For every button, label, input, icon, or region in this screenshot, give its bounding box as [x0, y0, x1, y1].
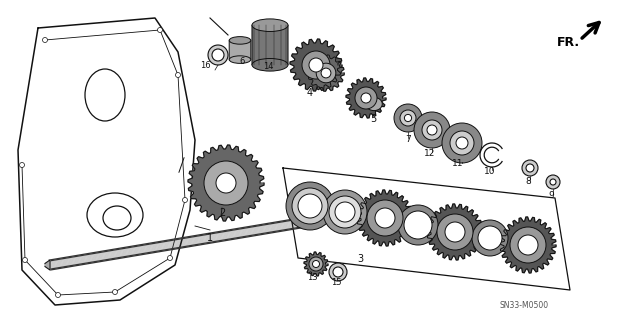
- Ellipse shape: [229, 56, 251, 63]
- Text: 8: 8: [525, 177, 531, 186]
- Circle shape: [113, 290, 118, 294]
- Text: SN33-M0500: SN33-M0500: [500, 301, 549, 310]
- Circle shape: [472, 220, 508, 256]
- Circle shape: [445, 222, 465, 242]
- Circle shape: [404, 115, 412, 122]
- Text: 3: 3: [357, 254, 363, 264]
- Polygon shape: [308, 55, 344, 91]
- Circle shape: [398, 205, 438, 245]
- Polygon shape: [427, 204, 483, 260]
- Polygon shape: [357, 190, 413, 246]
- Circle shape: [302, 51, 330, 79]
- Circle shape: [329, 263, 347, 281]
- Circle shape: [323, 190, 367, 234]
- Polygon shape: [304, 252, 328, 276]
- Circle shape: [321, 68, 331, 78]
- Text: 4: 4: [307, 88, 313, 98]
- Circle shape: [510, 227, 546, 263]
- Text: 5: 5: [370, 114, 376, 124]
- Text: 6: 6: [239, 57, 244, 66]
- Ellipse shape: [85, 69, 125, 121]
- Text: 2: 2: [219, 208, 225, 218]
- Circle shape: [286, 182, 334, 230]
- Circle shape: [456, 137, 467, 148]
- Circle shape: [518, 235, 538, 255]
- Circle shape: [427, 125, 437, 135]
- Circle shape: [22, 257, 28, 263]
- Circle shape: [355, 87, 377, 109]
- Text: 15: 15: [331, 278, 341, 287]
- Circle shape: [212, 49, 224, 61]
- Circle shape: [414, 112, 450, 148]
- Text: 1: 1: [207, 233, 213, 243]
- Circle shape: [157, 27, 163, 33]
- Circle shape: [56, 293, 61, 298]
- Ellipse shape: [229, 37, 251, 44]
- Text: 7: 7: [405, 135, 411, 144]
- Polygon shape: [45, 260, 50, 270]
- Ellipse shape: [365, 97, 382, 111]
- Circle shape: [208, 45, 228, 65]
- Circle shape: [478, 226, 502, 250]
- Text: 12: 12: [424, 149, 436, 158]
- Text: 9: 9: [548, 191, 554, 200]
- Circle shape: [422, 120, 442, 140]
- Text: 16: 16: [200, 61, 211, 70]
- Text: FR.: FR.: [557, 35, 580, 48]
- Circle shape: [546, 175, 560, 189]
- Circle shape: [437, 214, 473, 250]
- Circle shape: [204, 161, 248, 205]
- Circle shape: [329, 196, 361, 228]
- Circle shape: [394, 104, 422, 132]
- Circle shape: [428, 125, 436, 135]
- Text: 11: 11: [452, 159, 464, 168]
- Text: 13: 13: [307, 273, 317, 282]
- Circle shape: [367, 200, 403, 236]
- Ellipse shape: [252, 58, 288, 71]
- Ellipse shape: [252, 19, 288, 32]
- Circle shape: [335, 202, 355, 222]
- Circle shape: [450, 131, 474, 155]
- Circle shape: [400, 110, 416, 126]
- Text: 14: 14: [263, 62, 273, 71]
- Circle shape: [375, 208, 395, 228]
- Circle shape: [175, 72, 180, 78]
- Circle shape: [42, 38, 47, 42]
- Circle shape: [312, 261, 319, 268]
- Circle shape: [361, 93, 371, 103]
- Circle shape: [526, 164, 534, 172]
- Circle shape: [316, 63, 336, 83]
- FancyBboxPatch shape: [229, 41, 251, 60]
- Polygon shape: [500, 217, 556, 273]
- Circle shape: [168, 256, 173, 261]
- Circle shape: [182, 197, 188, 203]
- Circle shape: [456, 137, 468, 149]
- Circle shape: [298, 194, 322, 218]
- Circle shape: [550, 179, 556, 185]
- Circle shape: [333, 267, 343, 277]
- Circle shape: [522, 160, 538, 176]
- Polygon shape: [188, 145, 264, 221]
- Circle shape: [404, 211, 432, 239]
- Ellipse shape: [87, 193, 143, 237]
- Polygon shape: [346, 78, 386, 118]
- Circle shape: [309, 257, 323, 271]
- Ellipse shape: [103, 206, 131, 230]
- Circle shape: [216, 173, 236, 193]
- Circle shape: [292, 188, 328, 224]
- Circle shape: [442, 123, 482, 163]
- Text: 10: 10: [484, 167, 496, 176]
- Circle shape: [309, 58, 323, 72]
- FancyBboxPatch shape: [252, 25, 288, 65]
- Circle shape: [19, 162, 24, 167]
- Polygon shape: [290, 39, 342, 91]
